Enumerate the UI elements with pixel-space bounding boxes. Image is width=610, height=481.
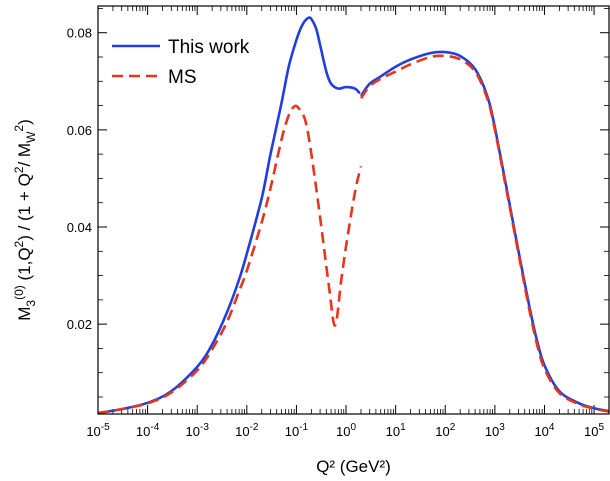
x-tick-label: 101 xyxy=(386,422,406,439)
plot-frame xyxy=(97,5,610,415)
x-tick-label: 10-2 xyxy=(235,422,259,439)
y-tick-label: 0.06 xyxy=(67,123,92,138)
x-tick-labels: 10-5 10-4 10-3 10-2 10-1 100 101 102 103 104 105 xyxy=(86,422,604,439)
y-tick-label: 0.04 xyxy=(67,220,92,235)
y-tick-label: 0.08 xyxy=(67,26,92,41)
legend-label-this-work: This work xyxy=(168,37,250,58)
series-line-ms-seg1 xyxy=(97,104,363,415)
legend-label-ms: MS xyxy=(168,67,197,88)
x-tick-label: 104 xyxy=(534,422,554,439)
x-tick-label: 100 xyxy=(336,422,356,439)
x-axis-label: Q² (GeV²) xyxy=(316,457,391,476)
y-tick-label: 0.02 xyxy=(67,317,92,332)
x-tick-label: 10-4 xyxy=(136,422,160,439)
series-line-ms-seg2 xyxy=(359,54,610,413)
y-tick-labels: 0.02 0.04 0.06 0.08 xyxy=(67,26,92,332)
series-line-this-work-seg2 xyxy=(359,50,610,413)
series-line-this-work-seg1 xyxy=(97,16,361,415)
legend: This work MS xyxy=(112,37,250,88)
x-tick-label: 10-3 xyxy=(186,422,210,439)
y-axis-label: M3(0) (1,Q2) / (1 + Q2/ MW2) xyxy=(12,119,38,321)
x-tick-label: 10-5 xyxy=(86,422,110,439)
series-lines xyxy=(97,16,610,415)
x-tick-label: 105 xyxy=(584,422,604,439)
x-tick-label: 103 xyxy=(485,422,505,439)
x-tick-label: 102 xyxy=(435,422,455,439)
x-tick-label: 10-1 xyxy=(285,422,309,439)
